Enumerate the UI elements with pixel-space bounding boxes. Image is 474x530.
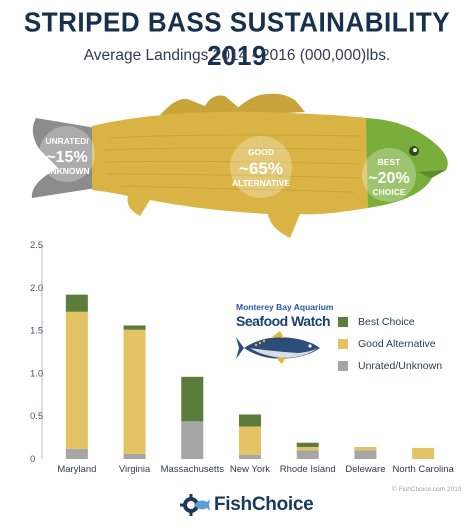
bar-segment (123, 453, 146, 459)
unrated-line1: UNRATED/ (45, 136, 89, 146)
x-tick-label: Virginia (119, 464, 151, 475)
fish-head-best (366, 118, 448, 208)
good-line2: ALTERNATIVE (232, 178, 291, 188)
fish-dorsal-fin-2 (230, 93, 305, 116)
legend-label: Unrated/Unknown (358, 360, 443, 372)
page-title: STRIPED BASS SUSTAINABILITY 2019 (23, 5, 451, 72)
tuna-icon (236, 331, 320, 364)
seafood-watch-main: Seafood Watch (236, 313, 331, 329)
best-line2: CHOICE (372, 187, 405, 197)
x-axis-labels: Maryland Virginia Massachusetts New York Rho… (57, 464, 454, 475)
bar-segment (123, 325, 146, 330)
best-percent: ~20% (368, 170, 409, 187)
x-tick-label: Massachusetts (161, 464, 225, 475)
bar-segment (181, 421, 204, 459)
bar-segment (65, 448, 88, 459)
good-line1: GOOD (248, 147, 274, 157)
y-axis: 0 0.5 1.0 1.5 2.0 2.5 (30, 240, 43, 465)
page-subtitle: Average Landings 2014 - 2016 (000,000)lb… (83, 47, 391, 64)
bar-segment (65, 311, 88, 449)
x-tick-label: Maryland (57, 464, 96, 475)
good-alternative-swatch (338, 339, 348, 349)
seafood-watch-top: Monterey Bay Aquarium (236, 302, 334, 312)
bar-segment (239, 454, 261, 459)
y-tick-label: 0 (30, 454, 35, 465)
legend-item-unrated: Unrated/Unknown (338, 355, 442, 377)
seafood-watch-logo: Monterey Bay Aquarium Seafood Watch (236, 302, 334, 365)
legend-label: Good Alternative (358, 338, 436, 350)
bar-segment (412, 447, 435, 459)
chart-legend: Best Choice Good Alternative Unrated/Unk… (338, 311, 442, 377)
bar-segment (354, 450, 377, 459)
bar-segment (296, 447, 319, 451)
y-tick-label: 1.5 (30, 326, 43, 337)
bar-segment (296, 450, 319, 459)
y-tick-label: 2.0 (30, 283, 43, 294)
bar-segment (296, 442, 319, 448)
bar-segment (181, 376, 204, 422)
copyright-text: © FishChoice.com 2019 (392, 486, 462, 493)
x-tick-label: Rhode Island (280, 464, 336, 475)
best-line1: BEST (378, 157, 401, 167)
landings-bar-chart: 0 0.5 1.0 1.5 2.0 2.5 Maryland Virginia Massach… (30, 240, 454, 475)
gear-fish-logo-icon (180, 494, 210, 516)
best-choice-swatch (338, 317, 348, 327)
fishchoice-brand: FishChoice (180, 490, 314, 520)
bar-segment (123, 329, 146, 454)
brand-name: FishChoice (214, 494, 314, 515)
fish-illustration: UNRATED/ ~15% UNKNOWN GOOD ~65% ALTERNAT… (31, 93, 448, 238)
bars (65, 294, 435, 459)
x-tick-label: North Carolina (393, 464, 455, 475)
fish-tail-unrated (31, 118, 96, 198)
bar-segment (65, 294, 88, 312)
x-tick-label: New York (230, 464, 270, 475)
legend-label: Best Choice (358, 316, 415, 328)
y-tick-label: 0.5 (30, 411, 43, 422)
y-tick-label: 1.0 (30, 368, 43, 379)
unrated-line2: UNKNOWN (44, 166, 89, 176)
unrated-swatch (338, 361, 348, 371)
unrated-percent: ~15% (46, 149, 87, 166)
x-tick-label: Deleware (345, 464, 385, 475)
good-percent: ~65% (239, 159, 283, 178)
legend-item-good-alternative: Good Alternative (338, 333, 442, 355)
bar-segment (239, 414, 261, 427)
bar-segment (239, 426, 261, 455)
y-tick-label: 2.5 (30, 240, 43, 251)
bar-segment (354, 447, 377, 451)
legend-item-best-choice: Best Choice (338, 311, 442, 333)
